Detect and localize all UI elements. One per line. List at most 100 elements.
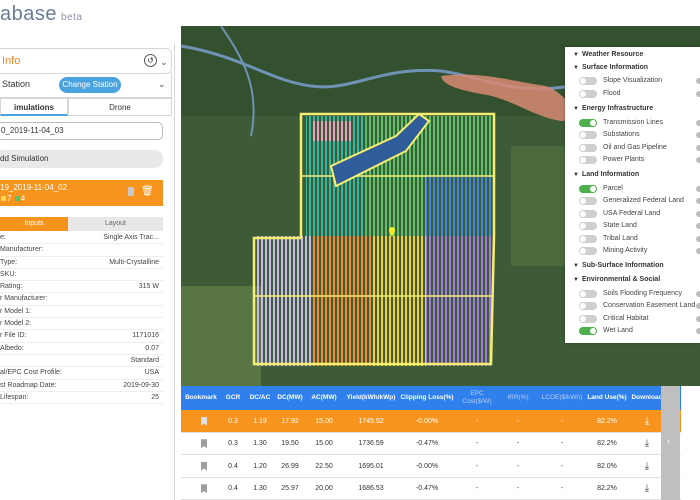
layer-group-sub-surface-information[interactable]: ▼ Sub-Surface Information — [573, 262, 664, 269]
info-dot[interactable] — [696, 303, 700, 309]
layer-group-environmental-social[interactable]: ▼ Environmental & Social — [573, 276, 660, 283]
cell-lcoe: - — [560, 485, 564, 493]
download-icon[interactable]: ⤓ — [644, 460, 650, 472]
info-dot[interactable] — [696, 198, 700, 204]
info-dot[interactable] — [696, 132, 700, 138]
property-row: Type: Multi-Crystalline — [0, 257, 163, 269]
layer-toggle[interactable] — [579, 235, 597, 243]
layer-name: Mining Activity — [603, 247, 648, 254]
column-header[interactable]: EPC Cost($/W) — [462, 390, 492, 405]
simulation-card-name: 19_2019-11-04_02 — [0, 183, 68, 192]
add-simulation-button[interactable]: dd Simulation — [0, 150, 163, 168]
results-table: Bookmark GCR DC/AC DC(MW) AC(MW) Yield(k… — [181, 386, 681, 500]
cell-clipping: -0.00% — [415, 417, 439, 425]
property-key: al/EPC Cost Profile: — [0, 369, 62, 377]
layer-toggle[interactable] — [579, 119, 597, 127]
tab-simulations[interactable]: imulations — [0, 98, 68, 116]
property-key: Lifespan: — [0, 393, 29, 401]
tab-inputs[interactable]: Inputs — [0, 217, 68, 231]
layer-group-title: Sub-Surface Information — [581, 262, 664, 269]
layer-name: Substations — [603, 131, 640, 138]
layer-toggle[interactable] — [579, 290, 597, 298]
column-header[interactable]: Land Use(%) — [587, 394, 627, 401]
cell-yield: 1745.52 — [358, 417, 384, 425]
layer-toggle[interactable] — [579, 90, 597, 98]
layer-toggle[interactable] — [579, 210, 597, 218]
info-dot[interactable] — [696, 157, 700, 163]
layer-toggle[interactable] — [579, 302, 597, 310]
cell-dc-ac: 1.19 — [253, 417, 267, 425]
cell-dc-mw: 25.97 — [281, 485, 299, 493]
column-header[interactable]: Yield(kWh/kWp) — [346, 394, 396, 401]
info-dot[interactable] — [696, 78, 700, 84]
layer-toggle[interactable] — [579, 77, 597, 85]
share-icon[interactable]: ↺ — [144, 54, 157, 67]
simulation-card[interactable]: 19_2019-11-04_02 7 4 🗑 — [0, 180, 163, 206]
layer-group-weather-resource[interactable]: ▼ Weather Resource — [573, 51, 643, 58]
table-row[interactable]: 0.3 1.30 19.50 15.00 1736.59 -0.47% - - … — [181, 432, 681, 456]
table-row[interactable]: 0.4 1.30 25.97 20.00 1686.53 -0.47% - - … — [181, 477, 681, 500]
trash-icon[interactable]: 🗑 — [141, 186, 154, 197]
layer-group-energy-infrastructure[interactable]: ▼ Energy Infrastructure — [573, 105, 653, 112]
info-panel-header: Info ↺ ⌄ — [0, 48, 172, 74]
info-dot[interactable] — [696, 316, 700, 322]
table-row[interactable]: 0.3 1.19 17.92 15.00 1745.52 -0.00% - - … — [181, 410, 681, 433]
layer-toggle[interactable] — [579, 222, 597, 230]
info-dot[interactable] — [696, 291, 700, 297]
column-header[interactable]: Clipping Loss(%) — [400, 394, 454, 401]
layer-toggle[interactable] — [579, 247, 597, 255]
column-header[interactable]: GCR — [225, 394, 241, 401]
chevron-down-icon[interactable]: ⌄ — [160, 57, 168, 67]
change-station-button[interactable]: Change Station — [59, 77, 121, 93]
layer-group-land-information[interactable]: ▼ Land Information — [573, 171, 639, 178]
station-label: Station — [2, 79, 31, 89]
bookmark-icon[interactable] — [197, 410, 211, 433]
info-dot[interactable] — [696, 328, 700, 334]
chevron-down-icon[interactable]: ⌄ — [158, 79, 166, 89]
layer-toggle[interactable] — [579, 131, 597, 139]
brand-name: abase — [0, 3, 57, 25]
bookmark-icon[interactable] — [128, 187, 134, 196]
tab-drone[interactable]: Drone — [68, 98, 172, 116]
column-header[interactable]: DC(MW) — [277, 394, 303, 401]
bookmark-icon[interactable] — [197, 478, 211, 500]
layer-name: Critical Habitat — [603, 315, 649, 322]
bookmark-icon[interactable] — [197, 455, 211, 478]
layer-toggle[interactable] — [579, 144, 597, 152]
metric-b: 4 — [20, 194, 26, 203]
column-header[interactable]: Bookmark — [185, 394, 217, 401]
layer-name: Transmission Lines — [603, 119, 664, 126]
info-dot[interactable] — [696, 236, 700, 242]
simulation-name-input[interactable]: 0_2019-11-04_03 — [0, 122, 163, 140]
collapse-table-button[interactable]: ‹ — [661, 386, 680, 500]
download-icon[interactable]: ⤓ — [644, 415, 650, 427]
cell-land-use: 82.2% — [597, 440, 617, 448]
info-dot[interactable] — [696, 211, 700, 217]
column-header[interactable]: DC/AC — [249, 394, 271, 401]
download-icon[interactable]: ⤓ — [644, 483, 650, 495]
brand-logo[interactable]: abase beta — [0, 3, 82, 26]
bookmark-icon[interactable] — [197, 433, 211, 456]
info-dot[interactable] — [696, 120, 700, 126]
column-header[interactable]: LCOE($/kWh) — [541, 394, 583, 401]
info-dot[interactable] — [696, 145, 700, 151]
cell-epc: - — [475, 485, 479, 493]
column-header[interactable]: Download — [631, 394, 663, 401]
layer-toggle[interactable] — [579, 185, 597, 193]
download-icon[interactable]: ⤓ — [644, 438, 650, 450]
table-row[interactable]: 0.4 1.20 26.99 22.50 1695.01 -0.00% - - … — [181, 455, 681, 478]
info-dot[interactable] — [696, 248, 700, 254]
layer-group-surface-information[interactable]: ▼ Surface Information — [573, 64, 648, 71]
column-header[interactable]: IRR(%) — [507, 394, 529, 401]
tab-layout[interactable]: Layout — [68, 217, 163, 231]
column-header[interactable]: AC(MW) — [311, 394, 337, 401]
layer-toggle[interactable] — [579, 327, 597, 335]
layer-toggle[interactable] — [579, 197, 597, 205]
layer-toggle[interactable] — [579, 156, 597, 164]
parcel-boundary[interactable] — [252, 112, 496, 366]
info-dot[interactable] — [696, 223, 700, 229]
layer-toggle[interactable] — [579, 315, 597, 323]
info-dot[interactable] — [696, 91, 700, 97]
brand-beta-tag: beta — [61, 12, 83, 23]
info-dot[interactable] — [696, 186, 700, 192]
